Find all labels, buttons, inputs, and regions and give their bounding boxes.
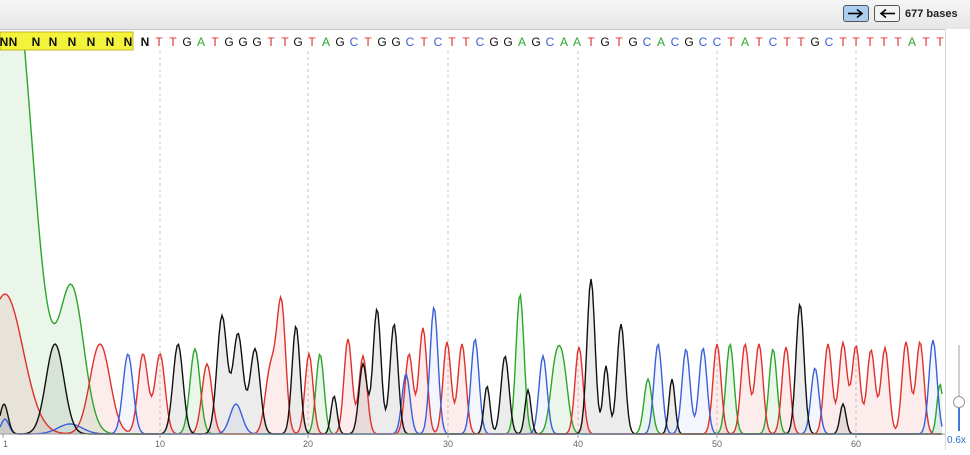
base-call: G	[252, 35, 261, 49]
base-call: A	[560, 35, 568, 49]
base-call: G	[531, 35, 540, 49]
trace-T	[0, 293, 942, 435]
base-call: T	[281, 35, 289, 49]
base-call: C	[476, 35, 485, 49]
base-call: T	[448, 35, 456, 49]
base-call: C	[825, 35, 834, 49]
base-call: N	[124, 35, 133, 49]
arrow-left-icon	[879, 8, 895, 19]
base-call: T	[880, 35, 888, 49]
base-call: G	[377, 35, 386, 49]
base-call: T	[894, 35, 902, 49]
base-call: T	[755, 35, 763, 49]
ruler-label: 10	[155, 439, 165, 449]
base-call: N	[32, 35, 41, 49]
base-call: T	[211, 35, 219, 49]
base-call: T	[169, 35, 177, 49]
trace-G-fill	[0, 279, 942, 434]
base-call: G	[335, 35, 344, 49]
base-call: C	[671, 35, 680, 49]
base-call: A	[657, 35, 665, 49]
zoom-slider-handle[interactable]	[953, 396, 965, 408]
base-call: G	[810, 35, 819, 49]
peak-fills	[0, 34, 942, 434]
base-call: T	[587, 35, 595, 49]
ruler-label: 1	[3, 439, 8, 449]
base-call: C	[713, 35, 722, 49]
base-call: N	[49, 35, 58, 49]
base-call: G	[628, 35, 637, 49]
base-call: T	[866, 35, 874, 49]
ruler-label: 60	[851, 439, 861, 449]
base-call: C	[350, 35, 359, 49]
base-call: T	[727, 35, 735, 49]
trace-C-fill	[0, 308, 942, 434]
base-call: A	[573, 35, 581, 49]
base-call: C	[546, 35, 555, 49]
base-call: N	[87, 35, 96, 49]
base-call: G	[391, 35, 400, 49]
base-call: G	[489, 35, 498, 49]
base-call: T	[922, 35, 930, 49]
base-call: A	[518, 35, 526, 49]
toolbar: 677 bases	[0, 0, 970, 30]
base-call: T	[267, 35, 275, 49]
base-call: C	[769, 35, 778, 49]
base-call: T	[420, 35, 428, 49]
position-ruler: 1 10 20 30 40 50 60	[0, 433, 945, 449]
base-call: G	[684, 35, 693, 49]
base-call: T	[462, 35, 470, 49]
base-call: T	[936, 35, 944, 49]
base-call: G	[293, 35, 302, 49]
ruler-label: 50	[712, 439, 722, 449]
forward-strand-button[interactable]	[843, 5, 869, 22]
grid-lines	[159, 51, 857, 434]
base-call: N	[68, 35, 77, 49]
base-call: N	[106, 35, 115, 49]
base-call: C	[406, 35, 415, 49]
base-call: T	[308, 35, 316, 49]
base-call: G	[224, 35, 233, 49]
base-call: C	[434, 35, 443, 49]
zoom-level-label: 0.6x	[947, 435, 966, 446]
zoom-slider-track[interactable]	[958, 345, 960, 417]
ruler-label: 30	[443, 439, 453, 449]
base-call: C	[643, 35, 652, 49]
bases-count: 677 bases	[905, 8, 958, 20]
base-call: T	[852, 35, 860, 49]
base-call: G	[503, 35, 512, 49]
base-call: N	[9, 35, 18, 49]
base-call: T	[155, 35, 163, 49]
base-call: T	[783, 35, 791, 49]
base-call: G	[600, 35, 609, 49]
base-call: N	[141, 35, 150, 49]
base-call: C	[699, 35, 708, 49]
ruler-label: 20	[303, 439, 313, 449]
base-call: T	[364, 35, 372, 49]
base-call: N	[0, 35, 8, 49]
base-call: A	[197, 35, 205, 49]
base-call: A	[322, 35, 330, 49]
zoom-panel: 0.6x	[945, 29, 970, 450]
base-call: A	[908, 35, 916, 49]
base-call: T	[615, 35, 623, 49]
base-call: T	[797, 35, 805, 49]
reverse-strand-button[interactable]	[874, 5, 900, 22]
base-call: G	[238, 35, 247, 49]
trace-T-fill	[0, 294, 942, 434]
base-call: G	[182, 35, 191, 49]
zoom-slider-fill	[958, 402, 960, 431]
low-quality-highlight	[0, 31, 134, 51]
base-call: T	[839, 35, 847, 49]
arrow-right-icon	[848, 8, 864, 19]
ruler-label: 40	[573, 439, 583, 449]
base-call: A	[741, 35, 749, 49]
